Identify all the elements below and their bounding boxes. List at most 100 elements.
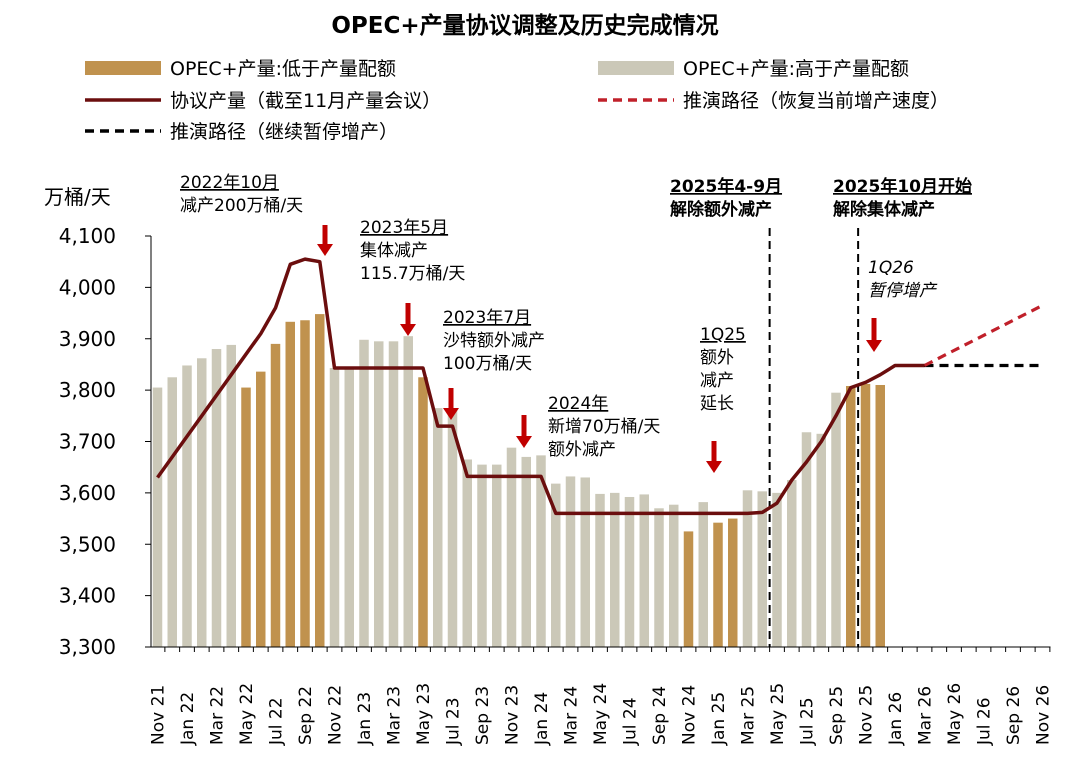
- arrow-head-5: [866, 340, 882, 352]
- x-tick-label-Mar-24: Mar 24: [562, 686, 582, 745]
- y-tick-label-3300: 3,300: [59, 635, 116, 659]
- arrow-head-2: [443, 408, 459, 420]
- annotation-5-line-0: 2025年4-9月: [670, 176, 782, 197]
- annotation-6-line-0: 2025年10月开始: [833, 176, 972, 197]
- bar-Dec-23: [521, 456, 531, 647]
- bar-Feb-25: [728, 518, 738, 647]
- arrow-head-0: [317, 244, 333, 256]
- bar-Aug-25: [816, 433, 826, 647]
- bar-Sep-22: [300, 320, 310, 647]
- bar-Feb-24: [551, 483, 561, 647]
- legend-label-0: OPEC+产量:低于产量配额: [170, 58, 396, 80]
- bar-Jan-25: [713, 522, 723, 647]
- legend: OPEC+产量:低于产量配额 OPEC+产量:高于产量配额协议产量（截至11月产量…: [85, 58, 949, 143]
- x-tick-label-Mar-26: Mar 26: [916, 686, 936, 745]
- bar-Mar-23: [388, 341, 399, 647]
- bar-May-24: [595, 493, 605, 647]
- bar-May-22: [241, 387, 251, 647]
- x-tick-label-Jul-22: Jul 22: [267, 697, 287, 746]
- x-tick-label-Nov-26: Nov 26: [1034, 685, 1054, 745]
- y-tick-label-4000: 4,000: [59, 275, 116, 299]
- bar-Sep-23: [477, 464, 487, 647]
- legend-label-3: 推演路径（恢复当前增产速度）: [683, 90, 949, 112]
- bar-May-23: [418, 377, 428, 647]
- bar-Nov-23: [506, 447, 517, 647]
- quota-line: [156, 257, 925, 516]
- x-tick-label-Nov-22: Nov 22: [326, 685, 346, 745]
- x-tick-label-Sep-26: Sep 26: [1004, 686, 1024, 745]
- x-tick-label-Jul-25: Jul 25: [798, 697, 818, 746]
- annotation-0-line-0: 2022年10月: [180, 173, 279, 193]
- x-tick-label-Jul-24: Jul 24: [621, 697, 641, 746]
- bar-Feb-22: [197, 358, 207, 647]
- chart-title: OPEC+产量协议调整及历史完成情况: [331, 12, 718, 39]
- bar-Jan-24: [536, 455, 546, 647]
- x-tick-label-Mar-22: Mar 22: [208, 686, 228, 745]
- bar-Jun-22: [256, 371, 266, 647]
- x-tick-label-Sep-23: Sep 23: [473, 686, 493, 745]
- bar-Dec-25: [875, 384, 885, 647]
- bar-Apr-23: [403, 336, 413, 647]
- bar-Nov-24: [683, 531, 694, 647]
- arrow-head-3: [516, 436, 532, 448]
- x-tick-label-Sep-24: Sep 24: [650, 686, 670, 745]
- annotation-6-line-1: 解除集体减产: [833, 199, 935, 220]
- annotation-0-line-1: 减产200万桶/天: [180, 196, 303, 216]
- annotation-4-line-0: 1Q25: [700, 325, 746, 345]
- x-tick-label-May-23: May 23: [414, 683, 434, 745]
- y-tick-label-3700: 3,700: [59, 430, 116, 454]
- bar-Sep-25: [831, 392, 841, 647]
- x-tick-label-Sep-25: Sep 25: [827, 686, 847, 745]
- bar-Jun-25: [787, 480, 797, 647]
- y-tick-label-4100: 4,100: [59, 224, 116, 248]
- annotation-5-line-1: 解除额外减产: [670, 199, 772, 220]
- bar-Dec-22: [344, 368, 354, 647]
- bar-Sep-24: [654, 508, 664, 647]
- annotation-3-line-0: 2024年: [548, 394, 608, 414]
- annotation-1-line-0: 2023年5月: [360, 218, 448, 238]
- bar-Apr-25: [757, 491, 767, 647]
- annotation-3-line-1: 新增70万桶/天: [548, 417, 660, 437]
- x-tick-label-May-24: May 24: [591, 683, 611, 745]
- lines-layer: [156, 228, 1044, 647]
- y-tick-label-3400: 3,400: [59, 584, 116, 608]
- bar-Nov-21: [152, 387, 163, 647]
- annotation-4-line-1: 额外: [700, 348, 734, 368]
- x-tick-label-Nov-24: Nov 24: [680, 685, 700, 745]
- bars-layer: [152, 314, 885, 647]
- x-tick-label-May-26: May 26: [945, 683, 965, 745]
- bar-Oct-24: [669, 504, 679, 647]
- arrow-head-1: [400, 324, 416, 336]
- x-tick-label-Jan-22: Jan 22: [178, 692, 198, 746]
- x-tick-label-Sep-22: Sep 22: [296, 686, 316, 745]
- x-tick-label-Nov-21: Nov 21: [149, 685, 169, 745]
- bar-Jul-25: [801, 432, 812, 647]
- x-tick-label-Jan-26: Jan 26: [886, 692, 906, 746]
- x-tick-label-Jul-26: Jul 26: [975, 697, 995, 746]
- bar-Jan-22: [182, 365, 192, 647]
- legend-label-2: 协议产量（截至11月产量会议）: [170, 90, 441, 112]
- resume-path-line: [923, 303, 1044, 367]
- legend-label-4: 推演路径（继续暂停增产）: [170, 121, 398, 143]
- annotation-7-line-1: 暂停增产: [868, 281, 938, 301]
- y-tick-label-3500: 3,500: [59, 532, 116, 556]
- annotation-4-line-2: 减产: [700, 371, 734, 391]
- annotation-2-line-2: 100万桶/天: [443, 354, 532, 374]
- x-tick-label-Nov-25: Nov 25: [857, 685, 877, 745]
- annotation-1-line-1: 集体减产: [360, 241, 428, 261]
- x-tick-label-Mar-25: Mar 25: [739, 686, 759, 745]
- x-tick-label-Jan-23: Jan 23: [355, 692, 375, 746]
- x-tick-label-May-25: May 25: [768, 683, 788, 745]
- annotation-7-line-0: 1Q26: [868, 258, 914, 278]
- bar-Dec-24: [698, 502, 708, 647]
- y-tick-label-3900: 3,900: [59, 327, 116, 351]
- bar-Mar-22: [211, 349, 222, 647]
- bar-Jul-24: [624, 496, 635, 647]
- x-tick-label-Mar-23: Mar 23: [385, 686, 405, 745]
- bar-Jul-22: [270, 343, 281, 647]
- x-tick-label-Jul-23: Jul 23: [444, 697, 464, 746]
- bar-Oct-25: [846, 386, 856, 647]
- bar-Oct-23: [492, 464, 502, 647]
- bar-Aug-23: [462, 459, 472, 647]
